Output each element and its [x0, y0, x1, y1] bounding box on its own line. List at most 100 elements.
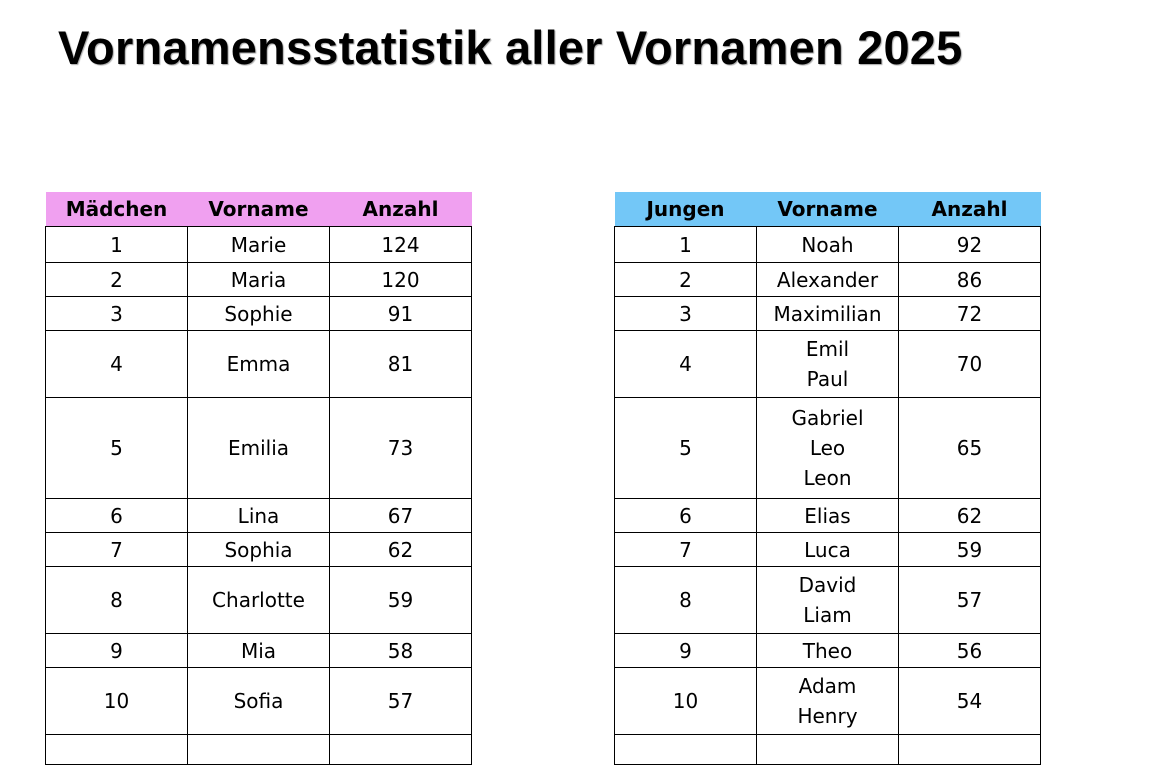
first-name: Marie — [230, 232, 287, 257]
first-name: Emma — [226, 352, 291, 376]
rank-cell: 4 — [45, 330, 188, 398]
count-cell: 81 — [329, 330, 472, 398]
rank-cell: 6 — [614, 498, 757, 533]
rank-cell: 8 — [45, 566, 188, 634]
empty-cell — [45, 734, 188, 765]
count-cell: 124 — [329, 226, 472, 263]
name-cell: Adam Henry — [756, 667, 899, 735]
rank-cell: 3 — [45, 296, 188, 331]
boys-table: Jungen Vorname Anzahl 1 Noah 92 2 Alexander 8… — [614, 192, 1041, 765]
empty-cell — [187, 734, 330, 765]
rank-cell: 10 — [45, 667, 188, 735]
name-cell: Noah — [756, 226, 899, 263]
table-row: 8 Charlotte 59 — [45, 566, 472, 634]
first-name: Henry — [797, 704, 858, 728]
first-name: Alexander — [776, 267, 879, 292]
boys-header-name: Vorname — [756, 192, 899, 227]
first-name: Liam — [803, 603, 852, 627]
count-cell: 54 — [898, 667, 1041, 735]
table-row: 8 David Liam 57 — [614, 566, 1041, 634]
rank-cell: 9 — [45, 633, 188, 668]
rank-cell: 8 — [614, 566, 757, 634]
count-cell: 57 — [898, 566, 1041, 634]
rank-cell: 1 — [45, 226, 188, 263]
girls-header-row: Mädchen Vorname Anzahl — [45, 192, 472, 227]
first-name: Noah — [801, 232, 854, 257]
name-cell: Emilia — [187, 397, 330, 499]
first-name: Adam — [798, 674, 857, 698]
table-row: 10 Sofia 57 — [45, 667, 472, 735]
rank-cell: 5 — [45, 397, 188, 499]
rank-cell: 1 — [614, 226, 757, 263]
name-cell: Marie — [187, 226, 330, 263]
table-row: 9 Mia 58 — [45, 633, 472, 668]
girls-header-rank: Mädchen — [45, 192, 188, 227]
empty-cell — [756, 734, 899, 765]
count-cell: 120 — [329, 262, 472, 297]
rank-cell: 2 — [614, 262, 757, 297]
first-name: Leo — [809, 436, 846, 460]
first-name: Leon — [803, 466, 852, 490]
name-cell: David Liam — [756, 566, 899, 634]
table-row — [614, 734, 1041, 765]
count-cell: 73 — [329, 397, 472, 499]
table-row: 6 Elias 62 — [614, 498, 1041, 533]
name-cell: Alexander — [756, 262, 899, 297]
first-name: Elias — [804, 503, 851, 528]
table-row: 1 Noah 92 — [614, 226, 1041, 263]
first-name: Maximilian — [773, 301, 882, 326]
name-cell: Gabriel Leo Leon — [756, 397, 899, 499]
girls-header-name: Vorname — [187, 192, 330, 227]
name-cell: Sofia — [187, 667, 330, 735]
name-cell: Sophia — [187, 532, 330, 567]
first-name: Luca — [804, 537, 851, 562]
name-cell: Mia — [187, 633, 330, 668]
first-name: Emilia — [227, 436, 290, 460]
rank-cell: 7 — [45, 532, 188, 567]
table-row: 5 Emilia 73 — [45, 397, 472, 499]
count-cell: 56 — [898, 633, 1041, 668]
count-cell: 86 — [898, 262, 1041, 297]
girls-table: Mädchen Vorname Anzahl 1 Marie 124 2 Maria 12… — [45, 192, 472, 765]
first-name: David — [798, 573, 857, 597]
name-cell: Elias — [756, 498, 899, 533]
first-name: Gabriel — [791, 406, 864, 430]
table-row: 3 Maximilian 72 — [614, 296, 1041, 331]
table-row: 1 Marie 124 — [45, 226, 472, 263]
name-cell: Maximilian — [756, 296, 899, 331]
first-name: Emil — [805, 337, 850, 361]
name-cell: Charlotte — [187, 566, 330, 634]
table-row: 7 Luca 59 — [614, 532, 1041, 567]
rank-cell: 9 — [614, 633, 757, 668]
first-name: Mia — [240, 638, 277, 663]
first-name: Sophia — [224, 537, 293, 562]
count-cell: 58 — [329, 633, 472, 668]
name-cell: Theo — [756, 633, 899, 668]
empty-cell — [614, 734, 757, 765]
rank-cell: 6 — [45, 498, 188, 533]
boys-header-count: Anzahl — [898, 192, 1041, 227]
rank-cell: 3 — [614, 296, 757, 331]
table-row — [45, 734, 472, 765]
girls-header-count: Anzahl — [329, 192, 472, 227]
name-cell: Emma — [187, 330, 330, 398]
first-name: Paul — [806, 367, 849, 391]
first-name: Maria — [230, 267, 287, 292]
count-cell: 59 — [329, 566, 472, 634]
name-cell: Emil Paul — [756, 330, 899, 398]
table-row: 7 Sophia 62 — [45, 532, 472, 567]
rank-cell: 10 — [614, 667, 757, 735]
count-cell: 57 — [329, 667, 472, 735]
empty-cell — [898, 734, 1041, 765]
count-cell: 62 — [329, 532, 472, 567]
first-name: Sophie — [224, 301, 293, 326]
boys-header-rank: Jungen — [614, 192, 757, 227]
table-row: 4 Emma 81 — [45, 330, 472, 398]
first-name: Theo — [802, 638, 853, 663]
table-row: 10 Adam Henry 54 — [614, 667, 1041, 735]
name-cell: Maria — [187, 262, 330, 297]
first-name: Sofia — [233, 689, 284, 713]
count-cell: 70 — [898, 330, 1041, 398]
rank-cell: 7 — [614, 532, 757, 567]
count-cell: 59 — [898, 532, 1041, 567]
